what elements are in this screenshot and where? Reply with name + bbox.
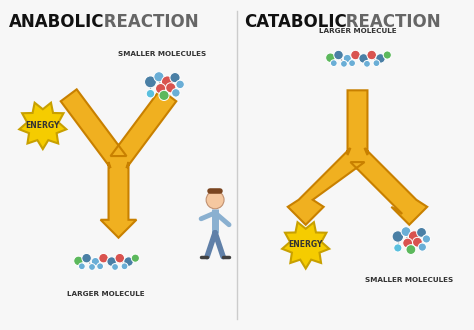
Circle shape <box>418 243 427 251</box>
Circle shape <box>417 227 427 237</box>
Text: CATABOLIC: CATABOLIC <box>244 13 346 31</box>
Circle shape <box>422 235 430 243</box>
Circle shape <box>107 257 117 266</box>
Circle shape <box>383 51 392 59</box>
Circle shape <box>367 50 376 60</box>
Circle shape <box>97 263 103 270</box>
Circle shape <box>351 50 360 60</box>
Circle shape <box>170 73 180 83</box>
Circle shape <box>343 54 351 62</box>
Polygon shape <box>288 90 427 225</box>
Circle shape <box>340 60 347 67</box>
Circle shape <box>124 257 133 266</box>
Polygon shape <box>19 103 66 149</box>
Text: SMALLER MOLECULES: SMALLER MOLECULES <box>365 277 454 282</box>
Circle shape <box>373 60 380 67</box>
Circle shape <box>392 231 403 242</box>
Polygon shape <box>61 89 176 238</box>
Circle shape <box>131 254 139 262</box>
Circle shape <box>121 263 128 270</box>
Circle shape <box>334 50 343 60</box>
Text: REACTION: REACTION <box>98 13 198 31</box>
Circle shape <box>409 231 420 242</box>
Circle shape <box>394 244 402 252</box>
Circle shape <box>145 76 156 88</box>
Text: ANABOLIC: ANABOLIC <box>9 13 104 31</box>
Circle shape <box>403 238 412 248</box>
Circle shape <box>349 60 356 67</box>
Circle shape <box>412 237 422 247</box>
Text: REACTION: REACTION <box>339 13 440 31</box>
Circle shape <box>146 89 155 98</box>
Circle shape <box>159 90 169 100</box>
Circle shape <box>154 72 164 82</box>
Circle shape <box>401 227 411 237</box>
Circle shape <box>99 253 108 263</box>
Text: ENERGY: ENERGY <box>289 240 323 249</box>
Text: SMALLER MOLECULES: SMALLER MOLECULES <box>118 51 207 57</box>
Circle shape <box>330 60 337 67</box>
Circle shape <box>176 80 184 89</box>
Circle shape <box>112 264 118 270</box>
Circle shape <box>364 60 370 67</box>
Circle shape <box>406 245 416 254</box>
Circle shape <box>115 253 125 263</box>
Circle shape <box>155 83 166 94</box>
Circle shape <box>89 264 95 270</box>
Circle shape <box>326 53 335 62</box>
Circle shape <box>74 256 83 266</box>
Text: LARGER MOLECULE: LARGER MOLECULE <box>319 28 396 34</box>
Text: LARGER MOLECULE: LARGER MOLECULE <box>67 291 145 297</box>
Circle shape <box>166 83 176 93</box>
Circle shape <box>91 257 100 266</box>
Circle shape <box>206 191 224 209</box>
Text: ENERGY: ENERGY <box>26 121 60 130</box>
Circle shape <box>359 54 368 63</box>
Circle shape <box>172 89 180 97</box>
Circle shape <box>82 253 91 263</box>
Circle shape <box>376 54 385 63</box>
Circle shape <box>79 263 85 270</box>
Polygon shape <box>282 222 329 269</box>
Circle shape <box>162 76 173 88</box>
